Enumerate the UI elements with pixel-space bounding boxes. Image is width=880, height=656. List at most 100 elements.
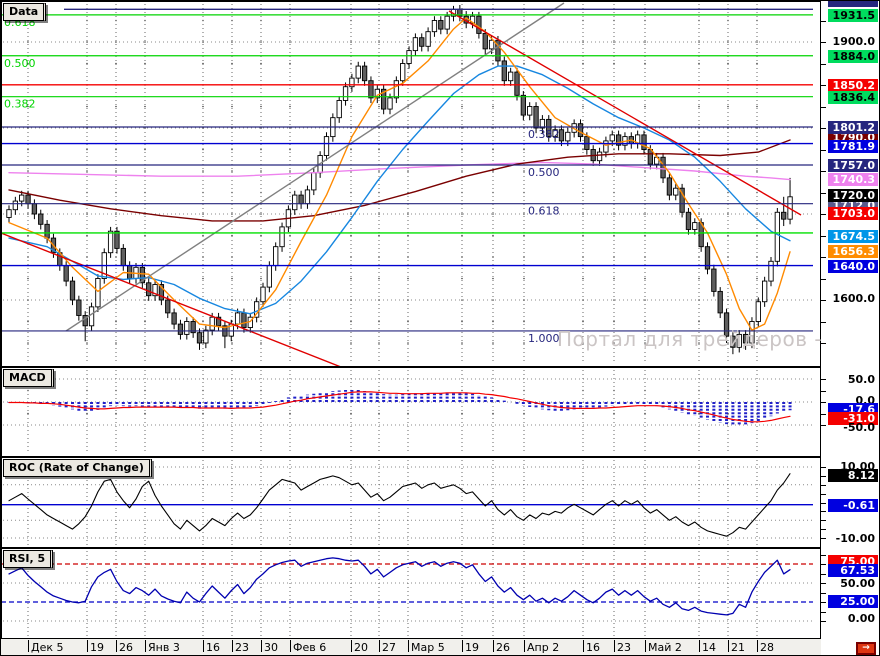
roc-chart-area[interactable] <box>1 457 821 548</box>
axis-tick <box>821 343 826 344</box>
axis-tick <box>821 414 826 415</box>
date-label: 27 <box>382 641 396 654</box>
axis-tick <box>821 193 826 194</box>
roc-value-label: -10.00 <box>835 532 875 545</box>
price-value-label: 1884.0 <box>828 50 878 63</box>
axis-tick <box>821 529 826 530</box>
value-gutter: 1931.5 1900.0 1884.0 1850.2 1836.4 1790.0 1801… <box>821 1 879 655</box>
fib-label: 0.500 <box>528 166 560 179</box>
fib-label: 0.500 <box>4 57 36 70</box>
axis-tick <box>821 107 826 108</box>
date-label: 16 <box>586 641 600 654</box>
axis-tick <box>821 379 826 380</box>
axis-tick <box>821 564 826 565</box>
axis-tick <box>821 612 826 613</box>
axis-tick <box>821 64 826 65</box>
axis-tick <box>821 583 826 584</box>
price-value-label: 1757.0 <box>828 159 878 172</box>
date-tick <box>116 640 117 652</box>
rsi-chart-area[interactable] <box>1 548 821 639</box>
roc-value-label: 8.12 <box>828 469 878 482</box>
axis-tick <box>821 555 826 556</box>
axis-tick <box>821 236 826 237</box>
date-label: 30 <box>264 641 278 654</box>
date-tick <box>261 640 262 652</box>
axis-tick <box>821 538 826 539</box>
tab-roc[interactable]: ROC (Rate of Change) <box>3 459 152 477</box>
axis-tick <box>821 574 826 575</box>
macd-value-label: -31.0 <box>828 412 878 425</box>
fib-label: 0.382 <box>528 128 560 141</box>
axis-tick <box>821 511 826 512</box>
macd-value-label: -50.0 <box>843 421 875 434</box>
price-value-label: 1656.3 <box>828 245 878 258</box>
date-tick <box>493 640 494 652</box>
macd-value-label: 50.0 <box>847 373 875 386</box>
date-tick <box>28 640 29 652</box>
price-value-label: 1600.0 <box>832 292 875 305</box>
date-tick <box>379 640 380 652</box>
date-label: Дек 5 <box>31 641 64 654</box>
date-tick <box>290 640 291 652</box>
date-label: 26 <box>496 641 510 654</box>
macd-chart-area[interactable] <box>1 367 821 457</box>
axis-tick <box>821 85 826 86</box>
date-tick <box>351 640 352 652</box>
date-label: Янв 3 <box>148 641 180 654</box>
date-tick <box>645 640 646 652</box>
axis-tick <box>821 300 826 301</box>
price-value-label: 1836.4 <box>828 91 878 104</box>
axis-tick <box>821 485 826 486</box>
price-value-label: 1703.0 <box>828 207 878 220</box>
date-label: 23 <box>617 641 631 654</box>
date-label: 28 <box>760 641 774 654</box>
price-value-label: 1740.3 <box>828 173 878 186</box>
axis-tick <box>821 425 826 426</box>
axis-tick <box>821 476 826 477</box>
price-value-label: 1720.0 <box>828 189 878 202</box>
date-label: Апр 2 <box>527 641 560 654</box>
price-value-label: 1674.5 <box>828 230 878 243</box>
axis-tick <box>821 520 826 521</box>
rsi-value-label: 0.00 <box>847 612 875 625</box>
tab-rsi[interactable]: RSI, 5 <box>3 550 54 568</box>
date-tick <box>462 640 463 652</box>
price-value-label: 1640.0 <box>828 260 878 273</box>
date-tick <box>408 640 409 652</box>
date-label: 23 <box>235 641 249 654</box>
roc-value-label: -0.61 <box>828 499 878 512</box>
price-value-label: 1900.0 <box>832 35 875 48</box>
candlesticks <box>6 5 793 355</box>
axis-tick <box>821 621 826 622</box>
fib-label: 0.618 <box>528 205 560 218</box>
rsi-value-label: 67.53 <box>828 564 878 577</box>
axis-tick <box>821 494 826 495</box>
date-tick <box>145 640 146 652</box>
date-label: 19 <box>90 641 104 654</box>
date-label: 19 <box>465 641 479 654</box>
date-label: 20 <box>354 641 368 654</box>
tab-data[interactable]: Data <box>3 3 47 21</box>
axis-tick <box>821 322 826 323</box>
tab-macd[interactable]: MACD <box>3 369 54 387</box>
axis-tick <box>821 257 826 258</box>
axis-tick <box>821 467 826 468</box>
date-tick <box>614 640 615 652</box>
date-tick <box>699 640 700 652</box>
axis-tick <box>821 391 826 392</box>
date-label: 16 <box>206 641 220 654</box>
price-value-label: 1850.2 <box>828 79 878 92</box>
price-value-label: 1781.9 <box>828 140 878 153</box>
date-tick <box>757 640 758 652</box>
axis-tick <box>821 214 826 215</box>
axis-tick <box>821 171 826 172</box>
date-axis: Дек 5 19 26 Янв 3 16 23 30 Фев 6 20 27 Мар 5 19 26 Ап… <box>1 639 821 655</box>
fib-label: 1.000 <box>528 332 560 345</box>
date-label: 26 <box>119 641 133 654</box>
date-tick <box>87 640 88 652</box>
axis-tick <box>821 42 826 43</box>
scroll-right-button[interactable]: → <box>856 642 876 655</box>
axis-tick <box>821 402 826 403</box>
